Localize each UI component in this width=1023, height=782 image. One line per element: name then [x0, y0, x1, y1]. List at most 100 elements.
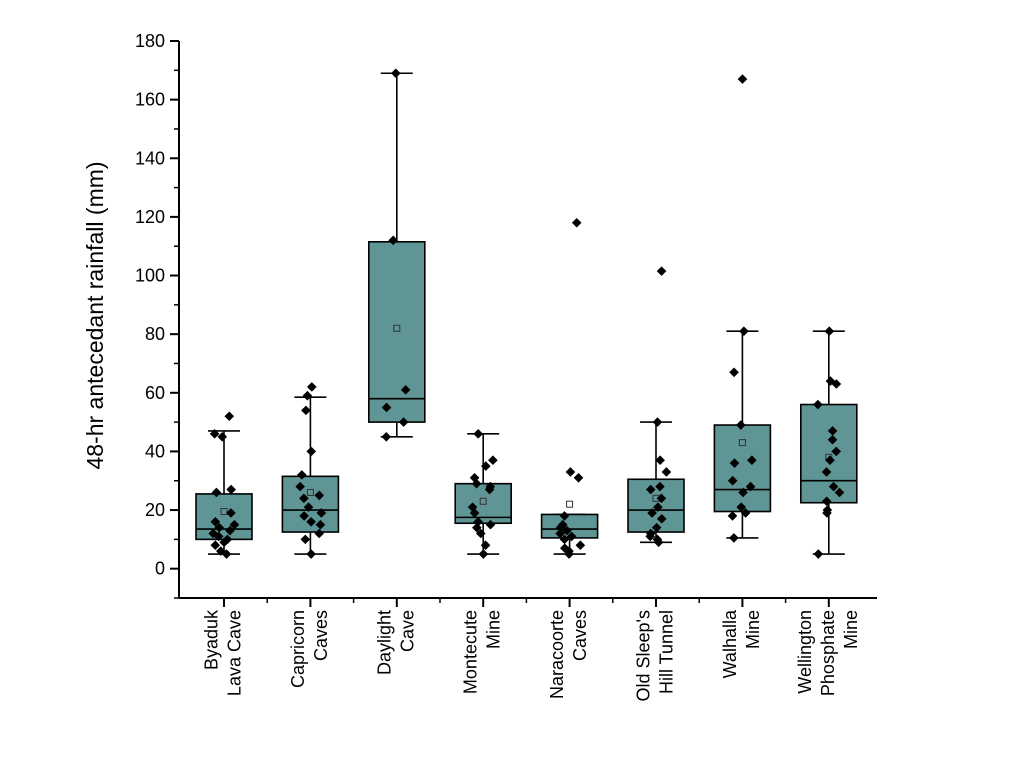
data-point [653, 537, 664, 548]
box-group [799, 330, 858, 555]
data-point [210, 540, 221, 551]
box-group [540, 500, 599, 555]
data-point [469, 508, 480, 518]
data-point [559, 534, 570, 545]
data-point [217, 431, 228, 442]
data-point [303, 502, 314, 512]
data-point [831, 379, 842, 389]
data-point [211, 487, 222, 498]
mean-marker [220, 508, 228, 516]
box-group [454, 433, 513, 555]
data-point [729, 367, 739, 378]
y-axis-title: 48-hr antecedant rainfall (mm) [82, 161, 108, 469]
data-point [480, 461, 491, 471]
data-point [295, 481, 305, 492]
x-category-label-line: Mine [743, 610, 763, 649]
data-point [747, 455, 757, 466]
data-point [653, 502, 663, 512]
data-point [555, 528, 565, 539]
data-point [316, 508, 327, 518]
box-iqr [713, 424, 772, 513]
data-point [821, 467, 832, 477]
data-point [306, 446, 317, 457]
x-category-label: Daylight Cave [374, 610, 417, 675]
mean-marker [566, 500, 574, 508]
points-layer [208, 68, 845, 559]
data-point [484, 484, 495, 495]
data-point [828, 481, 839, 492]
x-category-label: Montecute Mine [461, 610, 504, 694]
data-point [661, 467, 672, 477]
data-point [571, 217, 582, 228]
data-point [381, 431, 392, 442]
data-point [210, 516, 221, 527]
data-point [213, 531, 224, 542]
x-category-label: Wellington Phosphate Mine [795, 610, 861, 696]
data-point [398, 417, 409, 427]
data-point [388, 235, 398, 246]
data-point [314, 528, 324, 539]
box-group [281, 396, 340, 555]
data-point [297, 470, 307, 480]
data-point [647, 508, 657, 518]
data-point [831, 446, 842, 457]
data-point [209, 429, 220, 439]
x-category-label-line: Walhalla [720, 609, 740, 678]
data-point [472, 522, 482, 533]
data-point [575, 540, 586, 551]
y-tick-label: 40 [145, 441, 165, 461]
data-point [834, 487, 845, 498]
x-category-label: Naracoorte Caves [547, 610, 590, 699]
x-category-label-line: Caves [311, 610, 331, 661]
data-point [488, 455, 498, 466]
data-point [473, 516, 483, 527]
data-point [301, 405, 311, 416]
data-point [226, 484, 236, 495]
data-point [736, 420, 746, 430]
data-point [565, 467, 576, 477]
y-ticks: 0 20 40 60 80 100 120 140 160 180 [135, 31, 179, 599]
data-point [226, 508, 236, 518]
data-point [471, 478, 482, 489]
data-point [655, 455, 665, 466]
data-point [566, 531, 577, 542]
box-group [367, 72, 426, 438]
data-point [302, 390, 313, 401]
data-point [656, 514, 667, 524]
data-point [307, 382, 317, 392]
data-point [821, 496, 832, 507]
box-iqr [195, 493, 253, 541]
x-category-label-line: Capricorn [288, 610, 308, 688]
data-point [656, 493, 667, 504]
data-point [729, 458, 740, 468]
data-point [229, 519, 240, 530]
data-point [737, 74, 748, 84]
data-point [825, 455, 835, 466]
data-point [736, 502, 747, 512]
x-category-label-line: Daylight [374, 610, 394, 675]
data-point [306, 549, 316, 559]
x-category-label-line: Phosphate [818, 610, 838, 696]
x-category-label: Old Sleep's Hill Tunnel [634, 610, 677, 702]
mean-marker [738, 439, 746, 447]
box-iqr [799, 403, 858, 504]
x-category-label-line: Cave [397, 610, 417, 652]
x-category-label-line: Mine [841, 610, 861, 649]
data-point [651, 522, 662, 533]
y-tick-label: 0 [155, 559, 165, 579]
data-point [562, 525, 572, 536]
data-point [564, 549, 574, 559]
x-category-label-line: Mine [484, 610, 504, 649]
data-point [214, 522, 225, 533]
x-category-label-line: Hill Tunnel [657, 610, 677, 694]
data-point [473, 429, 483, 439]
data-point [745, 481, 756, 492]
data-point [652, 417, 663, 427]
data-point [475, 528, 486, 539]
y-tick-label: 180 [135, 31, 165, 51]
data-point [314, 490, 325, 501]
y-tick-label: 60 [145, 383, 165, 403]
x-category-label: Walhalla Mine [720, 609, 763, 678]
x-category-label-line: Lava Cave [225, 610, 245, 696]
data-point [827, 434, 838, 445]
